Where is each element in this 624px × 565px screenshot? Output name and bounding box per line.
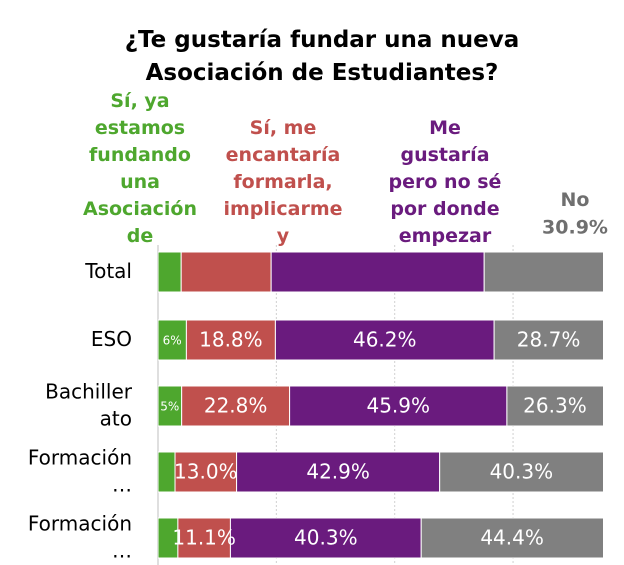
header-line: fundando: [89, 144, 191, 166]
series-header: Sí, ya estamos fundando una Asociación de: [83, 90, 197, 247]
series-header: Sí, me encantaría formarla, implicarme y: [223, 117, 342, 247]
header-line: Sí, ya: [110, 90, 169, 112]
bars: [158, 251, 603, 559]
header-line: formarla,: [233, 171, 332, 193]
bar-segment: [274, 319, 495, 361]
bar-segment: [158, 451, 176, 493]
header-line: implicarme: [223, 198, 342, 220]
header-line: encantaría: [226, 144, 341, 166]
y-tick-label: Formación …: [28, 445, 132, 496]
label-line: Formación: [28, 445, 132, 469]
bar-segment: [158, 251, 182, 293]
bar-segment: [185, 319, 276, 361]
header-line: y: [277, 225, 290, 247]
label-line: ESO: [91, 327, 132, 351]
bar-segment: [439, 451, 603, 493]
header-line: pero no sé: [389, 171, 502, 193]
value-label: 5%: [160, 400, 179, 414]
value-label: 28.7%: [517, 328, 581, 352]
labels: Total ESO Bachiller ato Formación … Formación ……: [28, 90, 608, 563]
y-tick-label: Bachiller ato: [45, 379, 133, 430]
label-line: …: [112, 472, 132, 496]
bar-segment: [236, 451, 441, 493]
bar-segment: [420, 517, 603, 559]
value-label: 40.3%: [490, 460, 554, 484]
y-tick-label: Formación …: [28, 511, 132, 562]
bar-segment: [270, 251, 485, 293]
value-label: 11.1%: [172, 526, 236, 550]
title-line: Asociación de Estudiantes?: [146, 60, 499, 86]
value-label: 44.4%: [480, 526, 544, 550]
bar-segment: [289, 385, 508, 427]
header-line: una: [120, 171, 160, 193]
header-line: gustaría: [400, 144, 489, 166]
value-label: 46.2%: [353, 328, 417, 352]
bar-segment: [181, 385, 291, 427]
label-line: Total: [84, 259, 132, 283]
header-line: empezar: [399, 225, 492, 247]
header-line: estamos: [95, 117, 185, 139]
header-line: Me: [429, 117, 461, 139]
series-header: No: [561, 189, 590, 211]
bar-segment: [174, 451, 238, 493]
bar-segment: [483, 251, 603, 293]
y-tick-label: ESO: [91, 327, 132, 351]
bar-segment: [506, 385, 603, 427]
header-line: por donde: [390, 198, 499, 220]
label-line: Formación: [28, 511, 132, 535]
header-line: No: [561, 189, 590, 211]
header-line: Sí, me: [250, 117, 317, 139]
value-label: 26.3%: [523, 394, 587, 418]
value-label: 40.3%: [294, 526, 358, 550]
value-label: 45.9%: [366, 394, 430, 418]
bar-segment: [158, 319, 187, 361]
chart-title: ¿Te gustaría fundar una nueva Asociación …: [125, 27, 520, 86]
value-label: 30.9%: [542, 217, 608, 239]
title-line: ¿Te gustaría fundar una nueva: [125, 27, 520, 53]
value-label: 13.0%: [174, 460, 238, 484]
bar-segment: [180, 251, 272, 293]
label-line: …: [112, 538, 132, 562]
header-line: Asociación: [83, 198, 197, 220]
y-tick-label: Total: [84, 259, 132, 283]
value-label: 18.8%: [199, 328, 263, 352]
value-label: 6%: [163, 334, 182, 348]
series-header: Me gustaría pero no sé por donde empezar: [389, 117, 502, 247]
header-line: de: [127, 225, 154, 247]
bar-segment: [493, 319, 603, 361]
label-line: Bachiller: [45, 379, 133, 403]
label-line: ato: [100, 406, 132, 430]
value-label: 42.9%: [306, 460, 370, 484]
value-label: 22.8%: [204, 394, 268, 418]
